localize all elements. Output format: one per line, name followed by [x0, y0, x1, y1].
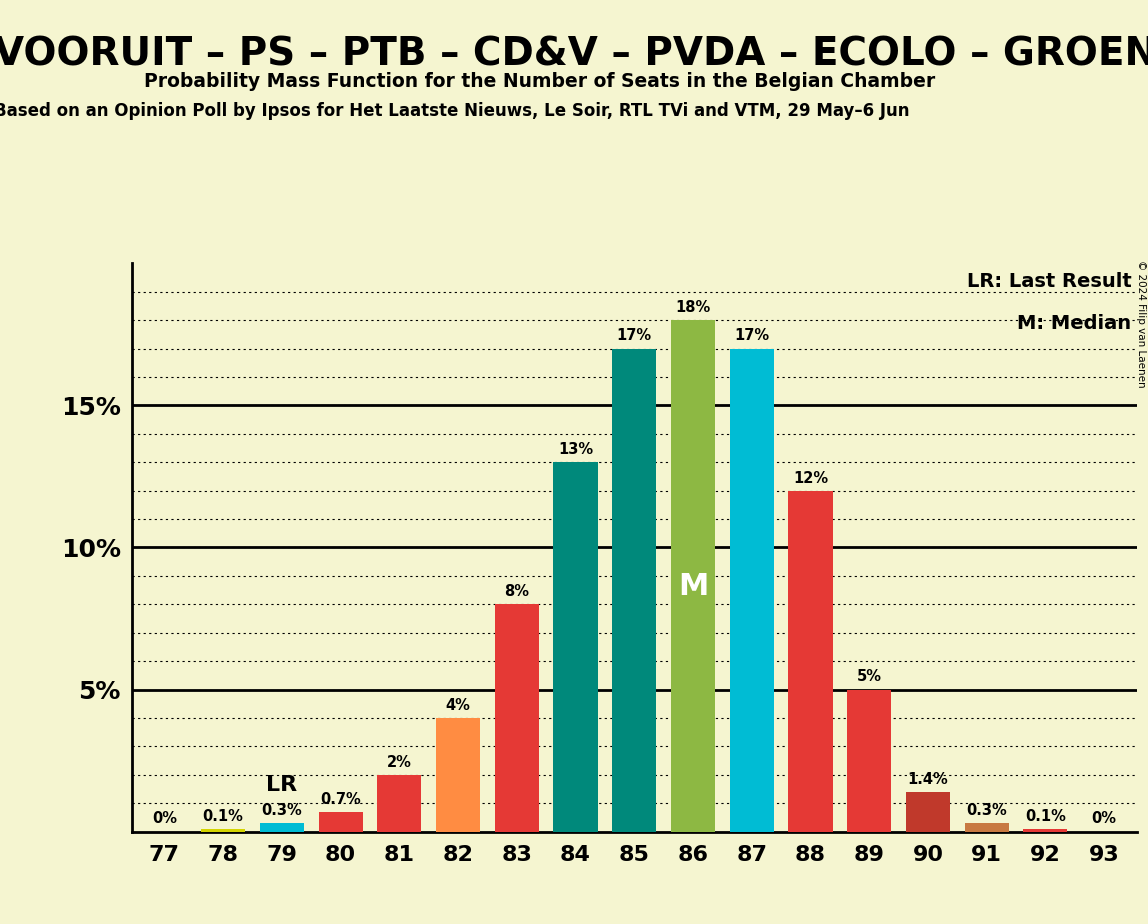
Bar [789, 491, 832, 832]
Bar [730, 348, 774, 832]
Text: 0.1%: 0.1% [203, 808, 243, 823]
Text: Based on an Opinion Poll by Ipsos for Het Laatste Nieuws, Le Soir, RTL TVi and V: Based on an Opinion Poll by Ipsos for He… [0, 102, 909, 119]
Bar [1023, 829, 1068, 832]
Text: 18%: 18% [675, 300, 711, 315]
Bar [964, 823, 1009, 832]
Text: LR: LR [266, 774, 297, 795]
Text: 8%: 8% [504, 584, 529, 599]
Text: 0.3%: 0.3% [967, 803, 1007, 818]
Text: 1.4%: 1.4% [908, 772, 948, 786]
Bar [201, 829, 246, 832]
Text: 13%: 13% [558, 442, 594, 457]
Bar [906, 792, 951, 832]
Text: Probability Mass Function for the Number of Seats in the Belgian Chamber: Probability Mass Function for the Number… [144, 72, 936, 91]
Text: © 2024 Filip van Laenen: © 2024 Filip van Laenen [1135, 260, 1146, 387]
Text: 0%: 0% [152, 811, 177, 826]
Text: LR: Last Result: LR: Last Result [967, 272, 1132, 291]
Text: M: Median: M: Median [1017, 314, 1132, 334]
Bar [495, 604, 538, 832]
Text: VOORUIT – PS – PTB – CD&V – PVDA – ECOLO – GROEN: VOORUIT – PS – PTB – CD&V – PVDA – ECOLO… [0, 35, 1148, 73]
Bar [612, 348, 657, 832]
Text: 17%: 17% [735, 328, 769, 344]
Text: 0%: 0% [1092, 811, 1117, 826]
Bar [259, 823, 304, 832]
Bar [378, 774, 421, 832]
Bar [553, 462, 598, 832]
Text: 2%: 2% [387, 755, 412, 770]
Bar [847, 689, 891, 832]
Bar [670, 320, 715, 832]
Text: 5%: 5% [856, 669, 882, 685]
Bar [318, 811, 363, 832]
Text: 0.1%: 0.1% [1025, 808, 1065, 823]
Text: M: M [677, 572, 708, 601]
Text: 0.3%: 0.3% [262, 803, 302, 818]
Text: 12%: 12% [793, 470, 828, 485]
Text: 17%: 17% [616, 328, 652, 344]
Bar [436, 718, 480, 832]
Text: 0.7%: 0.7% [320, 792, 360, 807]
Text: 4%: 4% [445, 698, 471, 712]
